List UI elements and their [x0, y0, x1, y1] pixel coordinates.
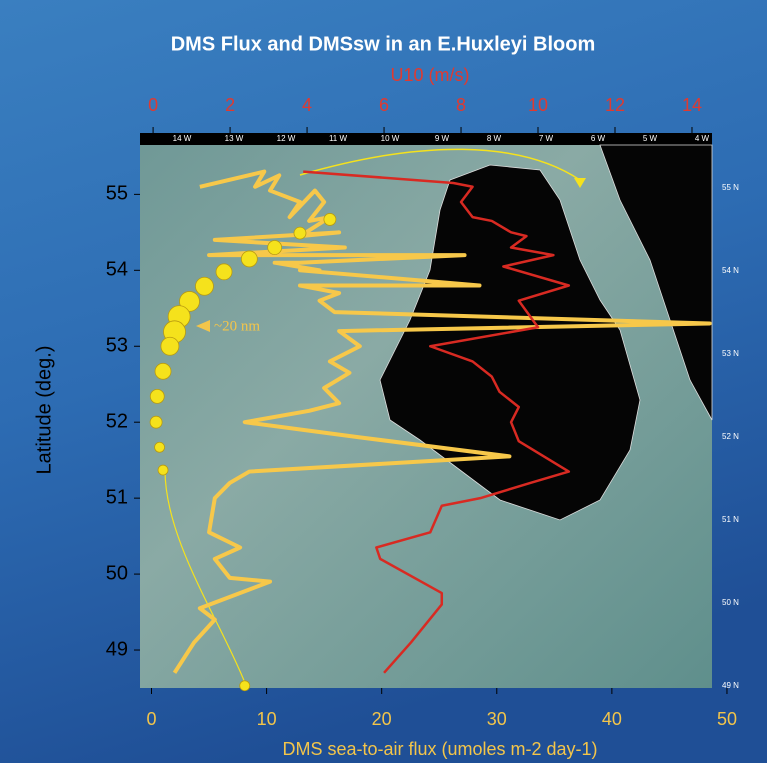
- y-tick-label: 49: [106, 638, 128, 660]
- data-point: [157, 464, 169, 476]
- x2-tick-label: 4: [302, 95, 312, 115]
- map-lon-label: 5 W: [643, 134, 658, 143]
- x2-tick-label: 0: [148, 95, 158, 115]
- map-lon-label: 9 W: [435, 134, 450, 143]
- x-tick-label: 50: [717, 709, 737, 729]
- data-point: [149, 388, 165, 404]
- data-line: [303, 170, 571, 674]
- y-tick-label: 52: [106, 410, 128, 432]
- data-point: [293, 226, 307, 240]
- y-axis-label: Latitude (deg.): [33, 346, 55, 475]
- map-lat-label: 51 N: [722, 515, 739, 524]
- map-lon-label: 8 W: [487, 134, 502, 143]
- data-point: [149, 415, 163, 429]
- map-lon-label: 11 W: [329, 134, 348, 143]
- data-point: [240, 250, 258, 268]
- data-point: [267, 240, 283, 255]
- x-tick-label: 20: [372, 709, 392, 729]
- data-point: [160, 336, 180, 356]
- y-tick-label: 53: [106, 335, 128, 357]
- x-tick-label: 40: [602, 709, 622, 729]
- arrow-head: [574, 178, 586, 188]
- map-lat-label: 49 N: [722, 681, 739, 690]
- data-point: [215, 263, 233, 281]
- y-tick-label: 54: [106, 259, 128, 281]
- map-lon-label: 4 W: [695, 134, 710, 143]
- x2-tick-label: 8: [456, 95, 466, 115]
- annotation-arrow: [196, 320, 210, 332]
- y-tick-label: 51: [106, 486, 128, 508]
- x-tick-label: 0: [147, 709, 157, 729]
- data-point: [179, 291, 200, 312]
- x2-axis-label: U10 (m/s): [390, 65, 469, 85]
- annotation: ~20 nm: [214, 318, 260, 334]
- map-lat-label: 55 N: [722, 183, 739, 192]
- track-arrow: [299, 148, 581, 181]
- data-point: [154, 362, 172, 380]
- land-britain: [599, 144, 713, 421]
- y-tick-label: 55: [106, 183, 128, 205]
- track-line: [164, 469, 246, 684]
- map-lon-label: 13 W: [225, 134, 244, 143]
- x2-tick-label: 14: [682, 95, 702, 115]
- map-lon-label: 12 W: [277, 134, 296, 143]
- map-lat-label: 50 N: [722, 598, 739, 607]
- map-lat-label: 53 N: [722, 349, 739, 358]
- data-point: [323, 213, 337, 226]
- y-tick-label: 50: [106, 562, 128, 584]
- map-lon-label: 10 W: [381, 134, 400, 143]
- x-tick-label: 10: [257, 709, 277, 729]
- x2-tick-label: 10: [528, 95, 548, 115]
- chart-title: DMS Flux and DMSsw in an E.Huxleyi Bloom: [171, 33, 596, 55]
- data-line: [172, 169, 712, 674]
- map-lon-label: 14 W: [173, 134, 192, 143]
- data-point: [154, 441, 165, 453]
- data-point: [195, 276, 214, 296]
- map-lon-label: 7 W: [539, 134, 554, 143]
- x-axis-label: DMS sea-to-air flux (umoles m-2 day-1): [282, 739, 597, 759]
- x2-tick-label: 12: [605, 95, 625, 115]
- x2-tick-label: 6: [379, 95, 389, 115]
- data-point: [239, 680, 251, 692]
- map-lon-label: 6 W: [591, 134, 606, 143]
- map-lat-label: 52 N: [722, 432, 739, 441]
- x-tick-label: 30: [487, 709, 507, 729]
- map-top-band: [140, 133, 712, 145]
- map-lat-label: 54 N: [722, 266, 739, 275]
- x2-tick-label: 2: [225, 95, 235, 115]
